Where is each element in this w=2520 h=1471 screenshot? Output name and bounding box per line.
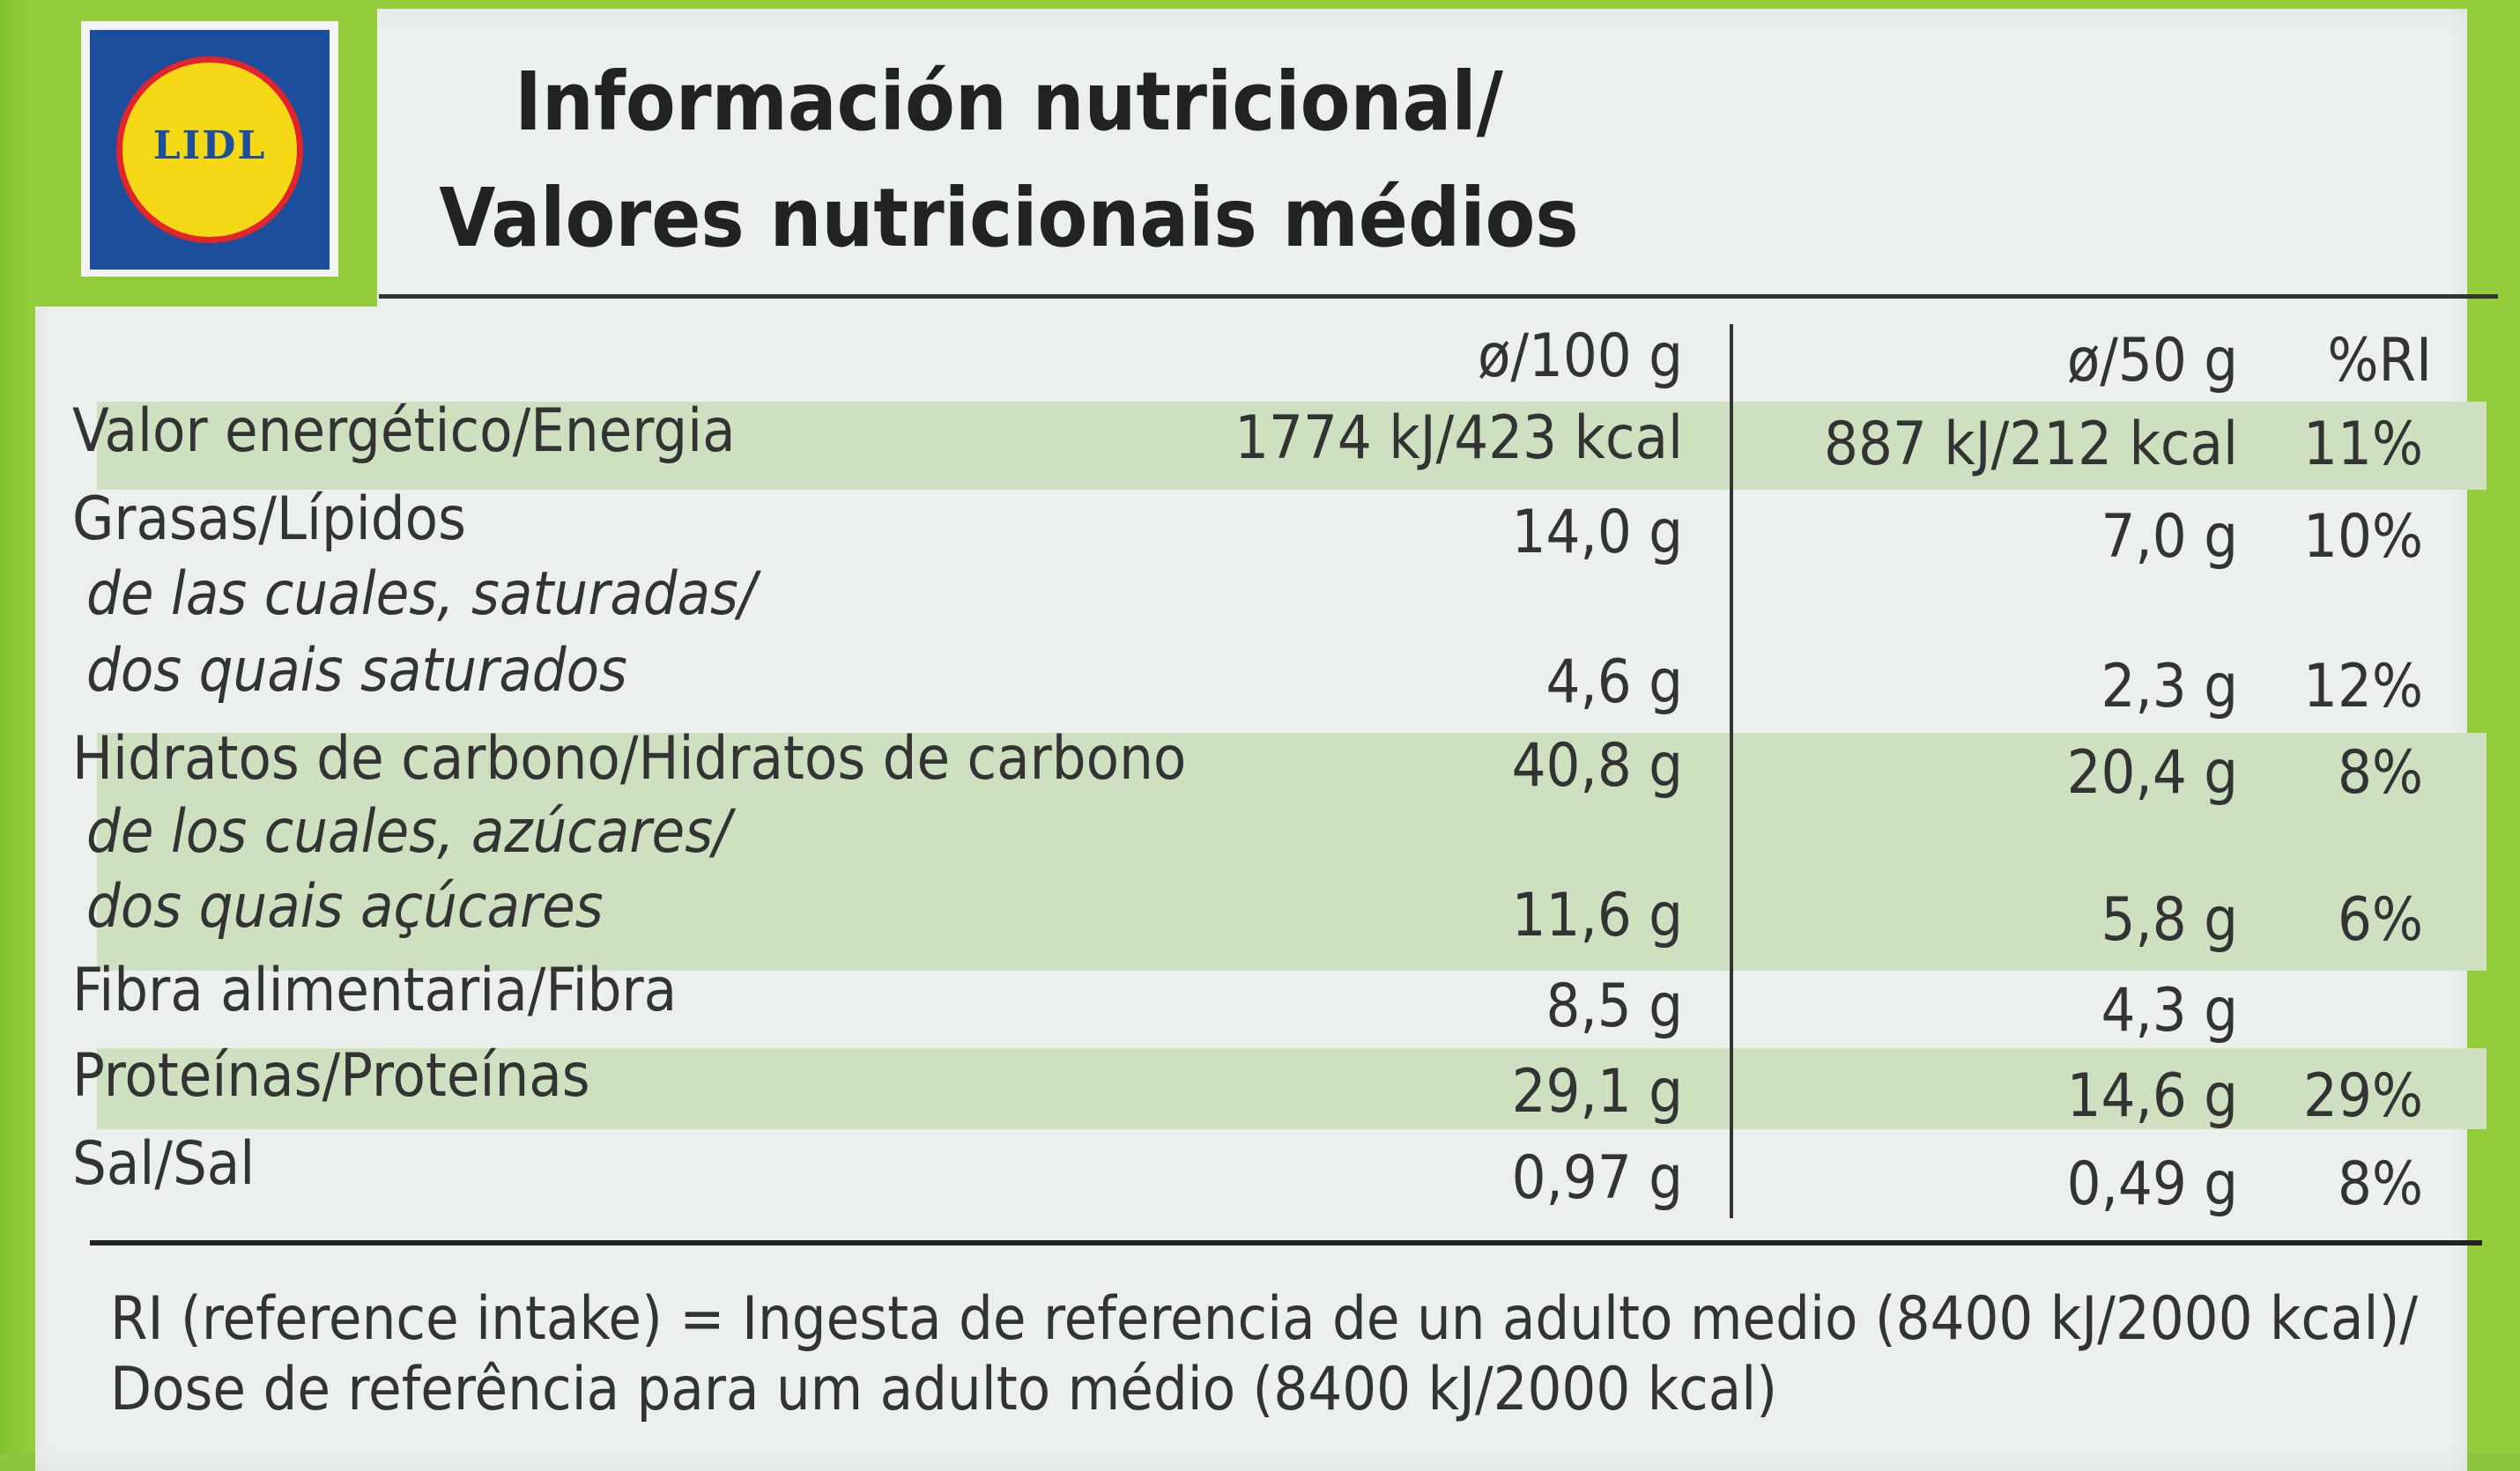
- value-per100-fibre: 8,5 g: [1545, 972, 1683, 1041]
- value-per100-carbs: 40,8 g: [1511, 731, 1683, 801]
- row-stripe: [97, 402, 2487, 490]
- row-label-saturated-pt: dos quais saturados: [86, 636, 627, 706]
- value-per50-protein: 14,6 g: [2066, 1061, 2238, 1131]
- value-ri-saturated: 12%: [2303, 652, 2423, 721]
- header-per50: ø/50 g: [2066, 326, 2238, 395]
- value-ri-fat: 10%: [2303, 502, 2423, 572]
- nutrition-panel: LIDL Información nutricional/ Valores nu…: [35, 9, 2498, 1471]
- row-label-saturated: de las cuales, saturadas/: [86, 559, 757, 629]
- lidl-logo: LIDL: [35, 9, 377, 307]
- value-per100-energy: 1774 kJ/423 kcal: [1234, 403, 1683, 473]
- footnote: RI (reference intake) = Ingesta de refer…: [110, 1284, 2418, 1425]
- value-per50-energy: 887 kJ/212 kcal: [1824, 410, 2238, 479]
- value-per100-sugars: 11,6 g: [1511, 881, 1683, 950]
- value-per50-sugars: 5,8 g: [2101, 885, 2238, 955]
- value-ri-carbs: 8%: [2337, 738, 2423, 808]
- value-ri-protein: 29%: [2303, 1061, 2423, 1131]
- row-label-energy: Valor energético/Energia: [72, 396, 736, 466]
- footnote-line-1: RI (reference intake) = Ingesta de refer…: [110, 1284, 2418, 1354]
- value-per50-carbs: 20,4 g: [2066, 738, 2238, 808]
- header-ri: %RI: [2327, 326, 2432, 395]
- row-label-protein: Proteínas/Proteínas: [72, 1041, 590, 1111]
- row-label-fibre: Fibra alimentaria/Fibra: [72, 956, 678, 1025]
- row-label-sugars-pt: dos quais açúcares: [86, 872, 604, 942]
- value-per50-salt: 0,49 g: [2066, 1149, 2238, 1219]
- row-label-carbs: Hidratos de carbono/Hidratos de carbono: [72, 724, 1187, 794]
- value-per50-saturated: 2,3 g: [2101, 652, 2238, 721]
- title-line-2: Valores nutricionais médios: [439, 171, 1579, 265]
- column-divider: [1730, 324, 1733, 1218]
- bottom-divider: [90, 1240, 2482, 1246]
- title-line-1: Información nutricional/: [515, 55, 1503, 149]
- value-ri-salt: 8%: [2337, 1149, 2423, 1219]
- row-label-fat: Grasas/Lípidos: [72, 484, 466, 554]
- row-stripe: [97, 733, 2487, 971]
- footnote-line-2: Dose de referência para um adulto médio …: [110, 1355, 1778, 1424]
- top-divider: [379, 294, 2498, 299]
- value-per100-protein: 29,1 g: [1511, 1057, 1683, 1127]
- row-stripe: [97, 1048, 2487, 1129]
- value-ri-sugars: 6%: [2337, 885, 2423, 955]
- row-label-sugars: de los cuales, azúcares/: [86, 797, 731, 867]
- value-per100-fat: 14,0 g: [1511, 498, 1683, 567]
- panel-title: Información nutricional/ Valores nutrici…: [388, 44, 1630, 277]
- value-per50-fat: 7,0 g: [2101, 502, 2238, 572]
- row-label-salt: Sal/Sal: [72, 1129, 256, 1199]
- value-per100-salt: 0,97 g: [1511, 1143, 1683, 1213]
- value-per50-fibre: 4,3 g: [2101, 976, 2238, 1046]
- value-per100-saturated: 4,6 g: [1545, 647, 1683, 717]
- value-ri-energy: 11%: [2303, 410, 2423, 479]
- lidl-logo-text: LIDL: [152, 123, 267, 168]
- header-per100: ø/100 g: [1477, 322, 1683, 391]
